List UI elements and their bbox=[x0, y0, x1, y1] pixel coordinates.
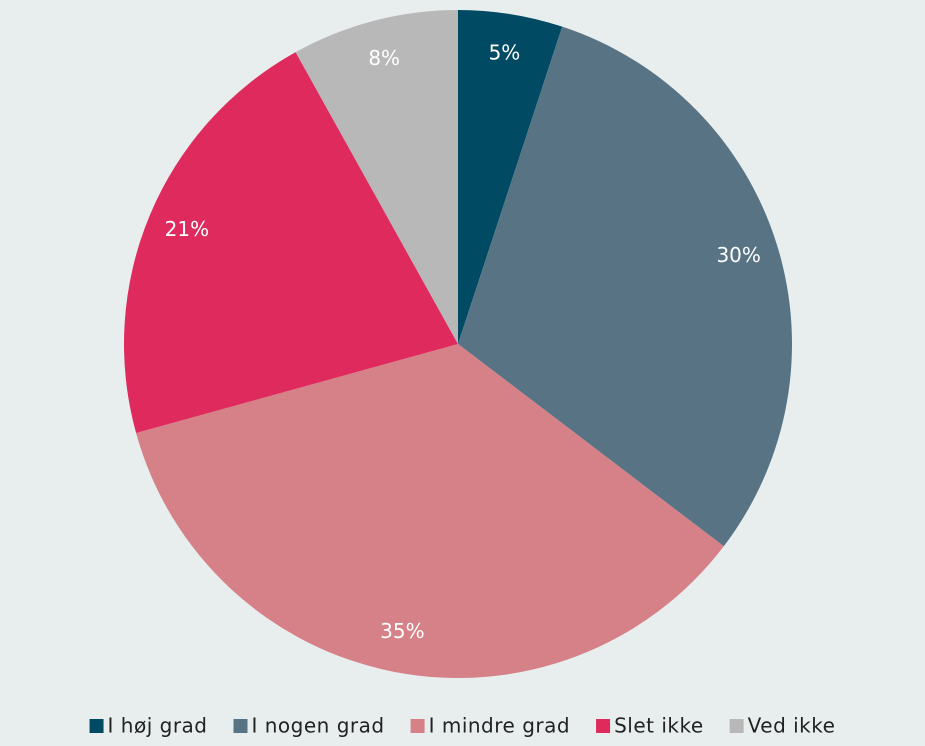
legend-swatch bbox=[89, 719, 104, 733]
pie-slice bbox=[458, 10, 563, 344]
legend-swatch bbox=[729, 719, 744, 733]
legend-label: I mindre grad bbox=[429, 714, 570, 738]
value-label: 21% bbox=[165, 217, 209, 241]
pie-slice bbox=[458, 26, 792, 547]
legend-swatch bbox=[410, 719, 425, 733]
value-label: 35% bbox=[380, 619, 424, 643]
legend-label: I nogen grad bbox=[252, 714, 385, 738]
value-label: 30% bbox=[716, 243, 760, 267]
pie-slice bbox=[295, 10, 458, 344]
legend-swatch bbox=[233, 719, 248, 733]
legend-label: Ved ikke bbox=[748, 714, 836, 738]
legend-swatch bbox=[596, 719, 611, 733]
pie-slice bbox=[124, 52, 458, 434]
value-label: 5% bbox=[489, 40, 521, 64]
value-label: 8% bbox=[368, 46, 400, 70]
legend-label: I høj grad bbox=[108, 714, 208, 738]
pie-slice bbox=[136, 344, 724, 679]
legend-label: Slet ikke bbox=[614, 714, 704, 738]
